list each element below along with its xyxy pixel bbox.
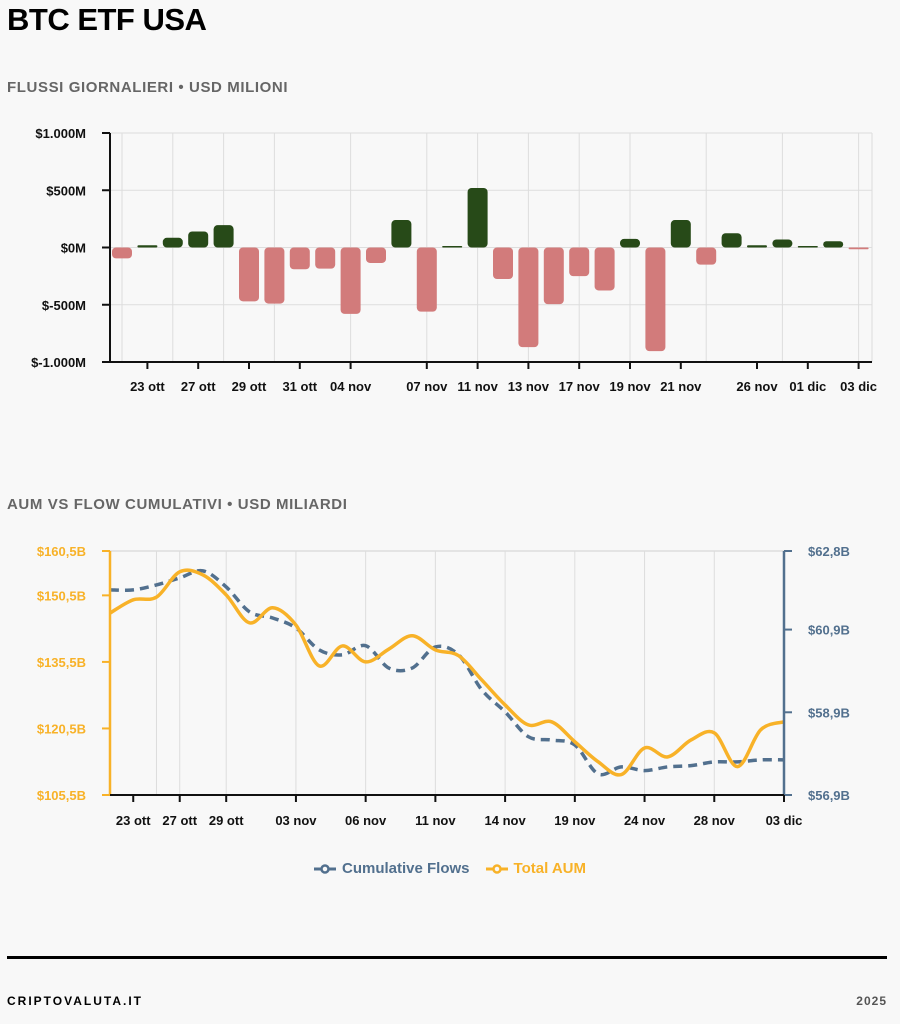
x-tick-label: 07 nov	[406, 379, 448, 394]
x-tick-label: 21 nov	[660, 379, 702, 394]
line-marker-icon	[485, 863, 508, 874]
x-tick-label: 28 nov	[694, 813, 736, 828]
page-title: BTC ETF USA	[7, 2, 207, 37]
x-tick-label: 27 ott	[181, 379, 216, 394]
bar-outflow	[543, 247, 564, 305]
y-left-tick-label: $150,5B	[37, 588, 86, 603]
x-tick-label: 11 nov	[415, 813, 456, 828]
bar-inflow	[620, 238, 640, 248]
x-tick-label: 19 nov	[609, 379, 651, 394]
bar-inflow	[391, 220, 412, 248]
cumulative-flows-line	[109, 568, 785, 777]
footer-year: 2025	[856, 994, 887, 1008]
footer-brand: CRIPTOVALUTA.IT	[7, 994, 143, 1008]
x-tick-label: 11 nov	[457, 379, 498, 394]
y-tick-label: $-500M	[42, 298, 86, 313]
x-tick-label: 27 ott	[162, 813, 197, 828]
y-left-tick-label: $135,5B	[37, 655, 86, 670]
x-tick-label: 03 dic	[840, 379, 877, 394]
bar-inflow	[188, 231, 209, 248]
bar-inflow	[467, 187, 488, 248]
bar-outflow	[569, 247, 590, 277]
footer-divider	[7, 956, 887, 959]
y-right-tick-label: $62,8B	[808, 544, 850, 559]
x-tick-label: 14 nov	[485, 813, 527, 828]
y-right-tick-label: $56,9B	[808, 788, 850, 803]
bar-outflow	[264, 247, 285, 304]
bar-outflow	[518, 247, 539, 348]
legend-label: Cumulative Flows	[341, 860, 470, 877]
x-tick-label: 23 ott	[116, 813, 151, 828]
bar-outflow	[416, 247, 437, 312]
y-right-tick-label: $58,9B	[808, 705, 850, 720]
y-left-tick-label: $105,5B	[37, 788, 86, 803]
bar-outflow	[340, 247, 361, 314]
x-tick-label: 29 ott	[209, 813, 244, 828]
bar-chart-title: FLUSSI GIORNALIERI • USD MILIONI	[7, 79, 289, 96]
x-tick-label: 03 nov	[275, 813, 317, 828]
y-right-tick-label: $60,9B	[808, 623, 850, 638]
bar-inflow	[162, 237, 183, 248]
bar-inflow	[797, 246, 818, 248]
x-tick-label: 24 nov	[624, 813, 666, 828]
x-tick-label: 26 nov	[736, 379, 778, 394]
line-chart-title: AUM VS FLOW CUMULATIVI • USD MILIARDI	[7, 496, 348, 513]
x-tick-label: 29 ott	[232, 379, 267, 394]
bar-inflow	[213, 225, 234, 248]
bar-inflow	[670, 220, 691, 248]
bar-outflow	[493, 247, 513, 279]
line-chart-legend: Cumulative Flows Total AUM	[0, 860, 900, 877]
x-tick-label: 19 nov	[554, 813, 596, 828]
bar-outflow	[848, 247, 869, 250]
legend-item-cumulative-flows[interactable]: Cumulative Flows	[313, 860, 470, 877]
y-tick-label: $500M	[46, 183, 86, 198]
bar-outflow	[289, 247, 310, 270]
x-tick-label: 03 dic	[766, 813, 803, 828]
bar-inflow	[747, 245, 767, 248]
x-tick-label: 23 ott	[130, 379, 165, 394]
bar-inflow	[721, 233, 742, 248]
bar-outflow	[315, 247, 336, 269]
y-tick-label: $1.000M	[35, 126, 86, 141]
bar-inflow	[442, 246, 463, 248]
total-aum-line	[109, 568, 785, 777]
bar-inflow	[772, 239, 793, 248]
x-tick-label: 04 nov	[330, 379, 372, 394]
bar-outflow	[366, 247, 386, 263]
x-tick-label: 06 nov	[345, 813, 387, 828]
bar-outflow	[645, 247, 666, 352]
x-tick-label: 01 dic	[789, 379, 826, 394]
bar-inflow	[137, 245, 158, 248]
bar-outflow	[696, 247, 717, 265]
x-tick-label: 31 ott	[282, 379, 317, 394]
legend-item-total-aum[interactable]: Total AUM	[485, 860, 587, 877]
y-left-tick-label: $160,5B	[37, 544, 86, 559]
dashed-line-marker-icon	[313, 863, 336, 874]
bar-outflow	[112, 247, 132, 259]
bar-outflow	[239, 247, 259, 302]
y-tick-label: $-1.000M	[31, 355, 86, 370]
y-tick-label: $0M	[61, 241, 86, 256]
x-tick-label: 17 nov	[559, 379, 601, 394]
bar-outflow	[594, 247, 615, 291]
x-tick-label: 13 nov	[508, 379, 550, 394]
legend-label: Total AUM	[513, 860, 587, 877]
bar-inflow	[823, 241, 844, 248]
y-left-tick-label: $120,5B	[37, 721, 86, 736]
